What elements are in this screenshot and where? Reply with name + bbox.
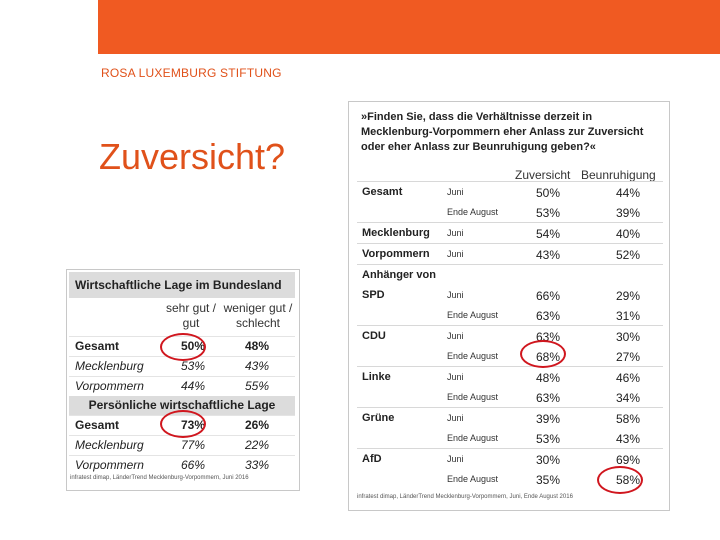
- row-label: Vorpommern: [75, 379, 144, 393]
- brand-name: ROSA LUXEMBURG STIFTUNG: [101, 66, 282, 80]
- survey-question: »Finden Sie, dass die Verhältnisse derze…: [361, 111, 644, 153]
- row-period: Juni: [447, 331, 464, 341]
- col-header-concern: Beunruhigung: [581, 168, 656, 182]
- row-label: Mecklenburg: [75, 359, 144, 373]
- table-group: Gesamt Juni 50% 44% Ende August 53% 39%: [357, 181, 663, 222]
- highlight-circle: [520, 340, 566, 368]
- group-label: Vorpommern: [362, 248, 430, 260]
- row-value: 39%: [615, 206, 641, 220]
- table-title: Wirtschaftliche Lage im Bundesland: [69, 272, 295, 298]
- row-value: 40%: [615, 227, 641, 241]
- row-period: Ende August: [447, 310, 499, 320]
- row-value: 44%: [615, 186, 641, 200]
- row-label: Vorpommern: [75, 458, 144, 472]
- row-value: 50%: [535, 186, 561, 200]
- row-value: 30%: [535, 453, 561, 467]
- row-value: 66%: [535, 289, 561, 303]
- row-value: 35%: [535, 473, 561, 487]
- table-row: Vorpommern 44% 55%: [69, 376, 295, 396]
- row-value: 48%: [535, 371, 561, 385]
- group-label: Grüne: [362, 412, 395, 424]
- row-value: 30%: [615, 330, 641, 344]
- group-label: AfD: [362, 453, 382, 465]
- table-source: infratest dimap, LänderTrend Mecklenburg…: [357, 494, 573, 500]
- row-value: 54%: [535, 227, 561, 241]
- row-value: 53%: [535, 432, 561, 446]
- row-value: 27%: [615, 350, 641, 364]
- row-value: 43%: [244, 359, 270, 373]
- row-label: Gesamt: [75, 418, 120, 432]
- table-group: Anhänger von: [357, 264, 663, 285]
- row-period: Ende August: [447, 207, 499, 217]
- highlight-circle: [160, 333, 206, 361]
- table-group: Vorpommern Juni 43% 52%: [357, 243, 663, 264]
- group-label: Anhänger von: [362, 269, 436, 281]
- highlight-circle: [160, 410, 206, 438]
- row-value: 46%: [615, 371, 641, 385]
- table-subtitle: Persönliche wirtschaftliche Lage: [69, 396, 295, 415]
- group-label: CDU: [362, 330, 386, 342]
- row-value: 55%: [244, 379, 270, 393]
- economic-situation-table: Wirtschaftliche Lage im Bundesland sehr …: [66, 269, 300, 491]
- row-value: 63%: [535, 309, 561, 323]
- row-value: 29%: [615, 289, 641, 303]
- row-period: Ende August: [447, 433, 499, 443]
- confidence-table: »Finden Sie, dass die Verhältnisse derze…: [348, 101, 670, 511]
- row-value: 43%: [535, 248, 561, 262]
- table-group: CDU Juni 63% 30% Ende August 68% 27%: [357, 325, 663, 366]
- row-period: Ende August: [447, 351, 499, 361]
- row-value: 63%: [535, 391, 561, 405]
- table-body: Gesamt Juni 50% 44% Ende August 53% 39% Mecklen…: [357, 181, 663, 489]
- row-period: Juni: [447, 454, 464, 464]
- group-label: Gesamt: [362, 186, 403, 198]
- header-bar: [98, 0, 720, 54]
- row-period: Juni: [447, 413, 464, 423]
- row-label: Gesamt: [75, 339, 120, 353]
- row-value: 69%: [615, 453, 641, 467]
- row-value: 43%: [615, 432, 641, 446]
- table-group: SPD Juni 66% 29% Ende August 63% 31%: [357, 285, 663, 325]
- row-value: 39%: [535, 412, 561, 426]
- row-value: 34%: [615, 391, 641, 405]
- table-group: Mecklenburg Juni 54% 40%: [357, 222, 663, 243]
- row-period: Juni: [447, 228, 464, 238]
- table-group: Grüne Juni 39% 58% Ende August 53% 43%: [357, 407, 663, 448]
- col-header-bad: weniger gut / schlecht: [223, 301, 293, 330]
- row-period: Ende August: [447, 474, 499, 484]
- row-value: 53%: [180, 359, 206, 373]
- row-value: 77%: [180, 438, 206, 452]
- row-period: Juni: [447, 290, 464, 300]
- table-row: Vorpommern 66% 33%: [69, 455, 295, 475]
- highlight-circle: [597, 466, 643, 494]
- row-label: Mecklenburg: [75, 438, 144, 452]
- row-value: 44%: [180, 379, 206, 393]
- row-value: 31%: [615, 309, 641, 323]
- row-value: 48%: [244, 339, 270, 353]
- row-value: 22%: [244, 438, 270, 452]
- row-value: 33%: [244, 458, 270, 472]
- row-value: 52%: [615, 248, 641, 262]
- row-period: Juni: [447, 372, 464, 382]
- row-period: Ende August: [447, 392, 499, 402]
- table-source: infratest dimap, LänderTrend Mecklenburg…: [70, 475, 249, 481]
- group-label: Mecklenburg: [362, 227, 430, 239]
- row-period: Juni: [447, 187, 464, 197]
- table-row: Mecklenburg 77% 22%: [69, 435, 295, 455]
- row-period: Juni: [447, 249, 464, 259]
- col-header-good: sehr gut / gut: [165, 301, 217, 330]
- slide-title: Zuversicht?: [99, 136, 286, 177]
- group-label: SPD: [362, 289, 385, 301]
- table-header: sehr gut / gut weniger gut / schlecht: [69, 298, 295, 336]
- row-value: 26%: [244, 418, 270, 432]
- row-value: 58%: [615, 412, 641, 426]
- row-value: 53%: [535, 206, 561, 220]
- table-group: Linke Juni 48% 46% Ende August 63% 34%: [357, 366, 663, 407]
- col-header-confidence: Zuversicht: [515, 168, 571, 182]
- group-label: Linke: [362, 371, 391, 383]
- row-value: 66%: [180, 458, 206, 472]
